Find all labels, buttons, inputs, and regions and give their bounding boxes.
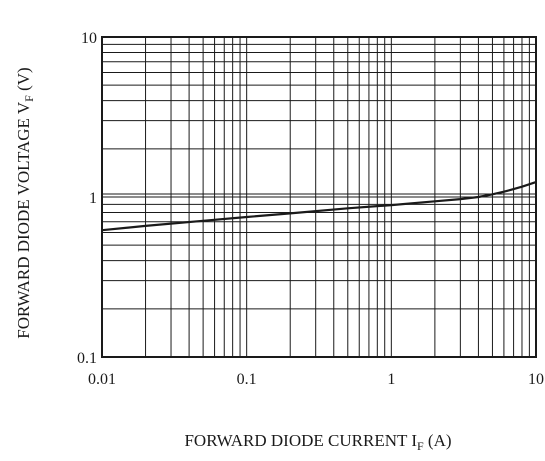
y-axis-title-main: FORWARD DIODE VOLTAGE V: [14, 101, 33, 339]
x-axis-title-main: FORWARD DIODE CURRENT I: [184, 431, 417, 450]
y-tick-label: 1: [89, 190, 97, 207]
grid: [102, 37, 536, 357]
plot-frame: [101, 36, 537, 358]
y-axis-title: FORWARD DIODE VOLTAGE VF (V): [14, 67, 36, 338]
tick-labels: 0.01 0.1 1 10 0.1 1 10: [77, 30, 544, 388]
x-tick-label: 0.01: [88, 371, 116, 388]
x-tick-label: 10: [528, 371, 544, 388]
series-line: [101, 181, 537, 232]
y-axis-title-unit: (V): [14, 67, 33, 95]
x-axis-title: FORWARD DIODE CURRENT IF (A): [184, 431, 451, 453]
x-tick-label: 1: [387, 371, 395, 388]
y-tick-label: 10: [81, 30, 97, 47]
x-axis-title-subscript: F: [417, 439, 424, 453]
x-axis-title-unit: (A): [424, 431, 452, 450]
y-axis-title-subscript: F: [22, 95, 36, 102]
series-layer: [101, 181, 537, 232]
y-tick-label: 0.1: [77, 350, 97, 367]
x-tick-label: 0.1: [237, 371, 257, 388]
